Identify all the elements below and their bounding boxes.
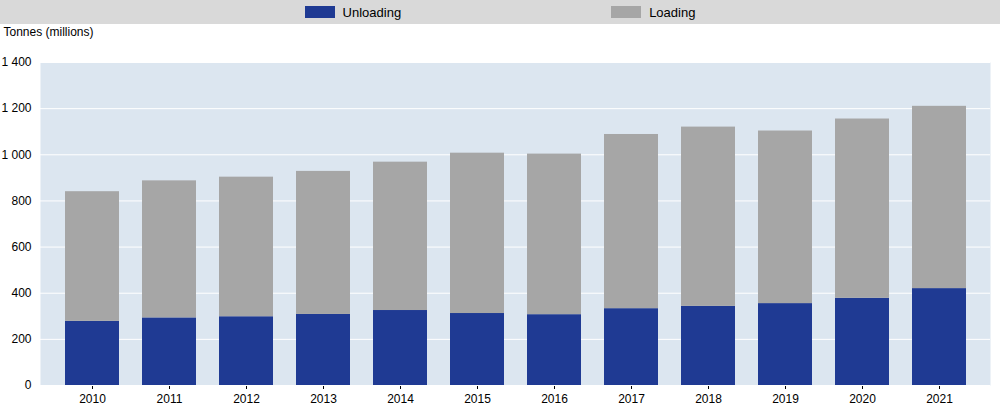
svg-text:400: 400 [11, 286, 31, 300]
svg-text:2017: 2017 [618, 392, 645, 406]
html-text:Loading: Loading [649, 4, 696, 20]
svg-text:2018: 2018 [695, 392, 722, 406]
svg-text:2021: 2021 [926, 392, 953, 406]
svg-text:2012: 2012 [233, 392, 260, 406]
svg-text:2016: 2016 [541, 392, 568, 406]
html-text:Unloading: Unloading [342, 4, 402, 20]
svg-text:Tonnes (millions): Tonnes (millions) [4, 25, 94, 39]
svg-text:0: 0 [25, 378, 32, 392]
svg-text:600: 600 [11, 240, 31, 254]
svg-text:1 200: 1 200 [1, 101, 31, 115]
svg-text:2020: 2020 [849, 392, 876, 406]
svg-text:800: 800 [11, 194, 31, 208]
svg-text:1 000: 1 000 [1, 148, 31, 162]
svg-text:2015: 2015 [464, 392, 491, 406]
svg-text:2013: 2013 [310, 392, 337, 406]
svg-text:2014: 2014 [387, 392, 414, 406]
svg-text:2019: 2019 [772, 392, 799, 406]
svg-text:200: 200 [11, 332, 31, 346]
svg-text:2011: 2011 [157, 392, 183, 406]
svg-text:2010: 2010 [79, 392, 106, 406]
svg-text:1 400: 1 400 [1, 55, 31, 69]
